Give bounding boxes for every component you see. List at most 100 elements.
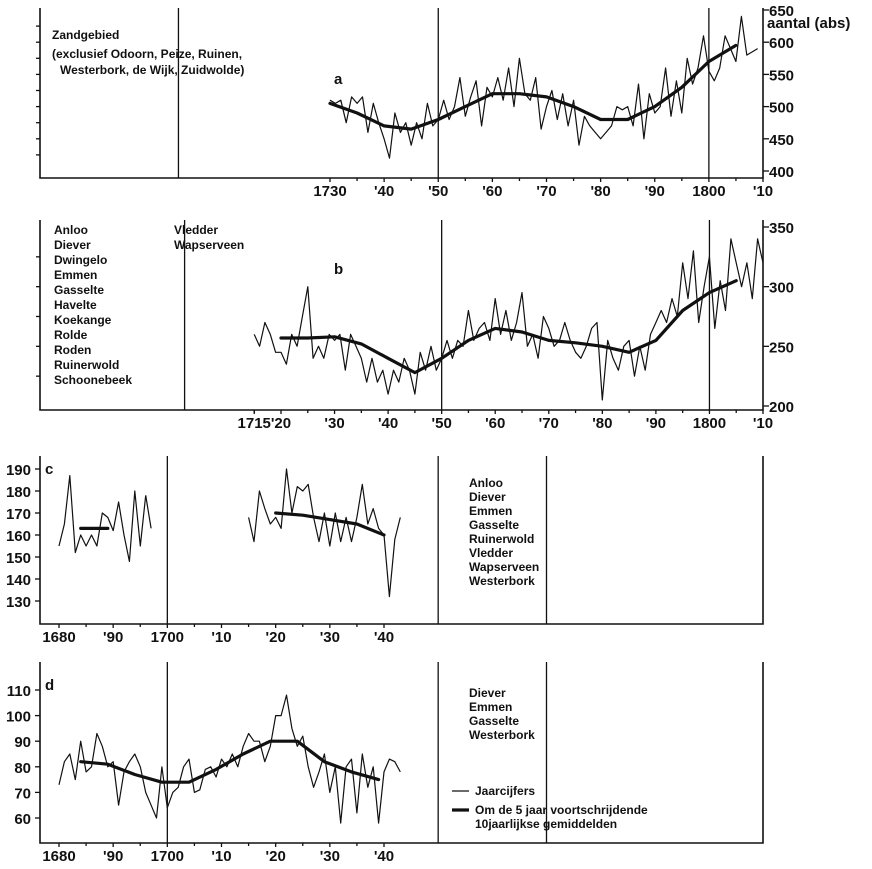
panel-b-xtick-label: '30	[324, 415, 344, 432]
panel-b-ytick-label: 200	[769, 399, 794, 416]
panel-b-ytick-label: 350	[769, 220, 794, 237]
panel-d-xtick-label: '40	[374, 848, 394, 865]
panel-d-ytick-label: 100	[6, 709, 31, 726]
panel-b-xtick-label: '60	[485, 415, 505, 432]
panel-d-ytick-label: 60	[14, 811, 31, 828]
panel-b-moving-average-line	[279, 279, 738, 375]
panel-b-region-item: Vledder	[174, 223, 218, 237]
panel-a-ytick-label: 450	[769, 132, 794, 149]
panel-d-xtick-label: '30	[320, 848, 340, 865]
panel-a-xtick-label: '90	[645, 183, 665, 200]
panel-b-region-item: Ruinerwold	[54, 358, 119, 372]
panel-d-frame	[39, 662, 764, 844]
panel-c-xtick-label: '20	[266, 629, 286, 646]
panel-c-moving-average-line	[274, 511, 386, 537]
panel-d-ytick-label: 70	[14, 785, 31, 802]
panel-d-moving-average-line	[79, 739, 381, 784]
panel-d-ytick-label: 110	[7, 683, 31, 700]
panel-a-ylabel: aantal (abs)	[767, 15, 850, 32]
panel-c-ytick-label: 180	[6, 484, 31, 501]
panel-a-ytick-label: 650	[769, 3, 794, 20]
panel-b-annual-line	[253, 238, 764, 401]
panel-c-xtick-label: '40	[374, 629, 394, 646]
panel-d-ytick-label: 90	[14, 734, 31, 751]
panel-a-xtick-label: 1730	[313, 183, 346, 200]
panel-b-marks: 200 250 300 350 1715'20 '30 '40 '50 '60 '70 '80 '90…	[36, 220, 794, 432]
panel-b-xtick-label: '20	[271, 415, 291, 432]
panel-a-ytick-label: 500	[769, 100, 794, 117]
panel-d-marks: 60 70 80 90 100 110 1680 '90 1700 '10 '20 '30 '40	[6, 662, 548, 865]
panel-d-xtick-label: '20	[266, 848, 286, 865]
panel-b-region-item: Schoonebeek	[54, 373, 132, 387]
panel-b-xtick-label: '70	[539, 415, 559, 432]
panel-c-region-item: Emmen	[469, 504, 512, 518]
panel-b-ytick-label: 250	[769, 339, 794, 356]
panel-c-region-item: Anloo	[469, 476, 503, 490]
panel-c-region-item: Diever	[469, 490, 506, 504]
panel-c-ytick-label: 130	[6, 594, 31, 611]
panel-a-xtick-label: '60	[482, 183, 502, 200]
panel-a-region-line-2: (exclusief Odoorn, Peize, Ruinen,	[52, 47, 242, 61]
panel-b-xtick-label: 1715	[238, 415, 271, 432]
panel-d-xtick-label: '10	[211, 848, 231, 865]
panel-b-region-item: Havelte	[54, 298, 97, 312]
panel-a-xtick-label: '10	[753, 183, 773, 200]
panel-d: d Diever Emmen Gasselte Westerbork Jaarc…	[39, 662, 764, 844]
panel-b-letter: b	[334, 261, 343, 278]
panel-c-annual-line	[248, 468, 401, 598]
panel-d-annual-line	[58, 694, 401, 824]
panel-a-marks: 400 450 500 550 600 650 1730 '40 '50 '60 '70 '80 '90…	[36, 3, 794, 200]
panel-a: Zandgebied (exclusief Odoorn, Peize, Rui…	[39, 8, 850, 179]
panel-b-region-item: Emmen	[54, 268, 97, 282]
panel-d-ytick-label: 80	[14, 760, 31, 777]
panel-c-marks: 130 140 150 160 170 180 190 1680 '90 1700 '10 '20 '3…	[6, 456, 548, 646]
panel-d-xtick-label: 1680	[42, 848, 75, 865]
panel-c-xtick-label: '90	[103, 629, 123, 646]
panel-c-region-item: Ruinerwold	[469, 532, 534, 546]
panel-c-ytick-label: 140	[6, 572, 31, 589]
legend-annual-label: Jaarcijfers	[475, 784, 535, 798]
panel-a-moving-average-line	[328, 43, 738, 131]
panel-b-xtick-label: '40	[378, 415, 398, 432]
panel-a-xtick-label: '80	[590, 183, 610, 200]
panel-d-letter: d	[45, 677, 54, 694]
panel-c-region-item: Wapserveen	[469, 560, 539, 574]
panel-b-xtick-label: '50	[432, 415, 452, 432]
panel-a-ytick-label: 550	[769, 67, 794, 84]
panel-a-frame	[39, 8, 764, 179]
panel-a-xtick-label: '50	[428, 183, 448, 200]
legend: Jaarcijfers Om de 5 jaar voortschrijdend…	[452, 784, 648, 831]
panel-a-ytick-label: 600	[769, 35, 794, 52]
panel-b: Anloo Diever Dwingelo Emmen Gasselte Hav…	[39, 220, 764, 411]
panel-b-xtick-label: '80	[592, 415, 612, 432]
panel-c-ytick-label: 190	[6, 462, 31, 479]
panel-a-region-line-3: Westerbork, de Wijk, Zuidwolde)	[60, 63, 244, 77]
panel-c-xtick-label: '10	[211, 629, 231, 646]
panel-c-annual-line	[145, 495, 152, 529]
panel-b-xtick-label: '10	[753, 415, 773, 432]
panel-d-region-item: Westerbork	[469, 728, 535, 742]
panel-a-annual-line	[329, 15, 758, 159]
panel-b-region-item: Koekange	[54, 313, 112, 327]
panel-c-ytick-label: 170	[6, 506, 31, 523]
panel-c-ytick-label: 150	[6, 550, 31, 567]
panel-c-region-item: Vledder	[469, 546, 513, 560]
panel-c-ytick-label: 160	[6, 528, 31, 545]
panel-c-letter: c	[45, 461, 53, 478]
panel-c: c Anloo Diever Emmen Gasselte Ruinerwold…	[39, 456, 764, 625]
panel-c-xtick-label: 1680	[42, 629, 75, 646]
panel-b-xtick-label: 1800	[693, 415, 726, 432]
panel-a-xtick-label: '40	[374, 183, 394, 200]
panel-b-region-item: Anloo	[54, 223, 88, 237]
panel-c-annual-line	[58, 475, 147, 562]
panel-a-xtick-label: '70	[536, 183, 556, 200]
panel-c-region-item: Westerbork	[469, 574, 535, 588]
panel-a-region-line-1: Zandgebied	[52, 28, 119, 42]
panel-b-xtick-label: '90	[646, 415, 666, 432]
panel-c-xtick-label: '30	[320, 629, 340, 646]
panel-a-ytick-label: 400	[769, 164, 794, 181]
panel-c-region-item: Gasselte	[469, 518, 519, 532]
panel-b-region-item: Wapserveen	[174, 238, 244, 252]
chart-marks: 400 450 500 550 600 650 1730 '40 '50 '60 '70 '80 '90…	[6, 3, 794, 865]
